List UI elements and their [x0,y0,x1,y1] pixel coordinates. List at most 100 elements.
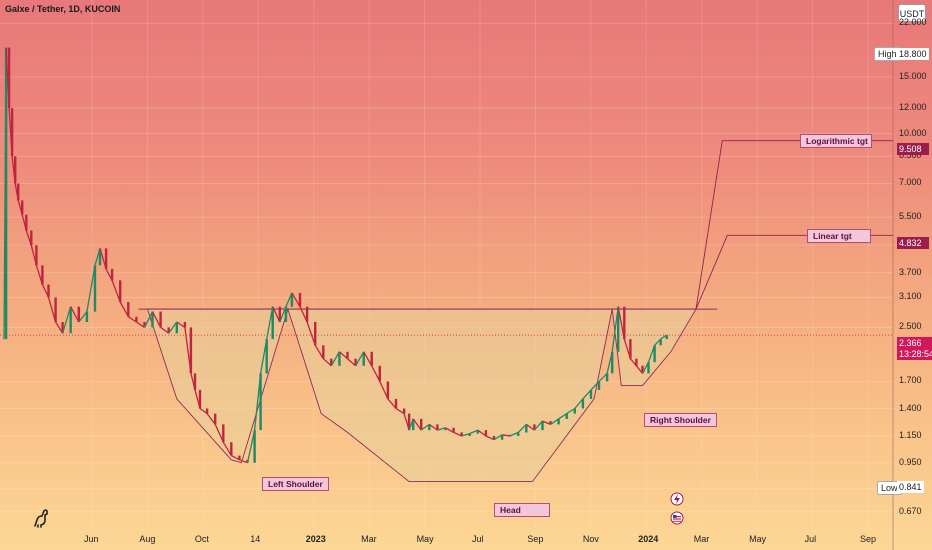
price-segment [445,427,454,433]
candle [647,362,650,374]
candle [175,322,178,334]
price-segment [598,372,608,382]
candle [222,424,225,443]
price-segment [306,321,316,346]
candle [617,306,620,352]
candle [284,306,288,322]
y-tick-label: 0.670 [899,505,922,516]
x-tick-label: Jul [804,534,817,544]
price-segment [151,311,162,328]
candle [581,398,585,409]
candle [298,292,302,307]
price-segment [428,423,438,431]
candle [492,436,496,440]
candle [549,421,552,425]
x-tick-label: Mar [693,534,710,544]
candle [183,322,187,328]
log-target-price-tag: 9.508 [897,143,929,155]
us-flag-event-icon[interactable] [670,511,684,525]
candle [271,306,274,340]
x-tick-label: 14 [250,534,261,544]
price-segment [437,427,446,431]
price-segment [231,455,240,461]
candle [635,358,638,366]
price-segment [222,441,232,456]
candle [230,442,233,456]
candle [314,322,317,346]
head-label[interactable]: Head [494,503,550,517]
x-tick-label: Mar [361,534,377,544]
x-tick-label: May [749,534,767,544]
candle [10,108,14,157]
price-segment [493,434,503,441]
lightning-event-icon[interactable] [670,492,684,506]
candle [47,284,50,298]
x-tick-label: Jun [84,534,99,544]
candle [541,421,544,431]
candle [110,268,114,281]
price-segment [517,423,527,433]
y-tick-label: 0.950 [899,456,922,467]
price-segment [355,351,365,367]
candle [189,327,193,374]
candle [205,408,209,414]
price-segment [395,407,405,415]
candle [85,311,89,322]
linear-target-label[interactable]: Linear tgt [807,229,871,243]
price-segment [347,358,357,367]
candle [597,381,601,390]
candle [394,398,398,409]
candle [265,339,268,374]
candle [452,427,455,433]
price-segment [206,413,216,425]
candle [135,316,138,322]
price-segment [550,418,559,425]
candle [370,351,373,366]
price-segment [78,311,88,323]
candle [290,292,294,307]
right-shoulder-label[interactable]: Right Shoulder [644,413,717,427]
price-segment [330,351,340,367]
candle [30,230,33,246]
candle [659,339,662,346]
price-segment [590,380,600,391]
candle [69,306,72,334]
logarithmic-target-line [695,140,893,310]
candle [305,306,309,322]
currency-button[interactable]: USDT [898,4,926,22]
candle [428,424,431,431]
price-segment [338,351,348,360]
candle [21,200,24,215]
price-segment [61,306,72,334]
candle [338,351,341,366]
candle [573,408,576,414]
price-segment [387,398,397,409]
left-shoulder-label[interactable]: Left Shoulder [262,477,329,491]
y-tick-label: 10.000 [899,127,927,138]
price-segment [566,407,576,415]
price-segment [111,280,121,303]
y-tick-label: 1.700 [899,375,922,386]
price-segment [176,321,186,328]
x-tick-label: Sep [860,534,877,544]
price-segment [558,413,568,420]
inverse-hs-pattern [146,307,697,483]
price-segment [322,358,332,367]
candle [322,345,325,359]
price-segment [363,351,373,367]
price-segment [119,301,129,318]
candle [25,214,28,231]
x-tick-label: Sep [527,534,544,544]
candle [605,373,609,382]
candle [278,306,281,322]
y-tick-label: 8.500 [899,150,922,161]
x-tick-label: May [416,534,434,544]
y-tick-label: 3.700 [899,266,922,277]
candle [93,265,97,312]
candle [253,430,256,463]
y-tick-label: 22.000 [899,17,927,28]
logarithmic-target-label[interactable]: Logarithmic tgt [800,134,872,148]
candle [4,47,8,340]
